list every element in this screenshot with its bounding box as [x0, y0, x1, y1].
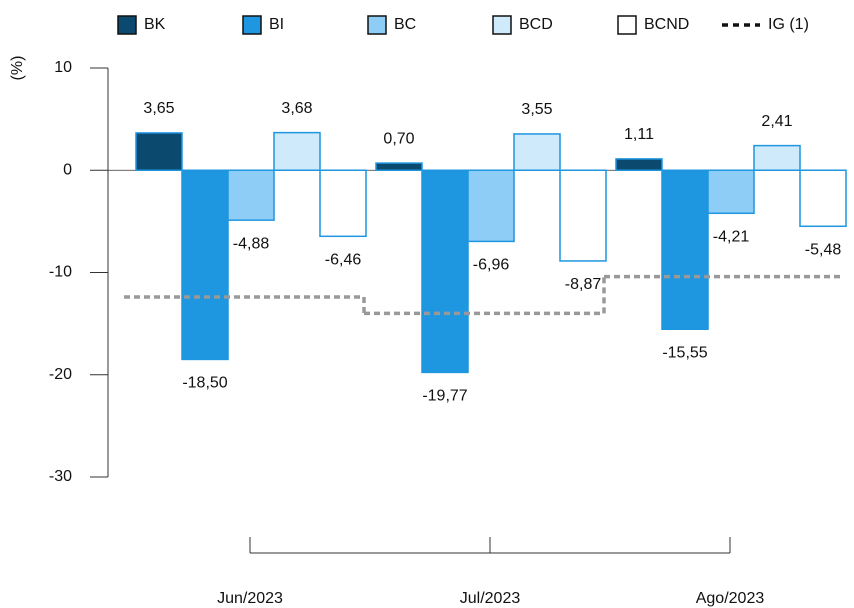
- value-label: -6,96: [473, 257, 510, 274]
- legend-label: BK: [144, 16, 166, 33]
- bar: [135, 132, 183, 172]
- bar: [615, 158, 663, 172]
- value-label: -19,77: [422, 388, 467, 405]
- x-tick-label: Ago/2023: [696, 590, 765, 607]
- value-label: -4,88: [233, 235, 270, 252]
- bar: [319, 169, 367, 238]
- legend-label: BC: [394, 16, 416, 33]
- value-label: 1,11: [624, 126, 654, 143]
- legend-swatch: [492, 15, 512, 35]
- legend-label: IG (1): [768, 16, 809, 33]
- y-tick-label: 0: [63, 161, 72, 178]
- value-label: 3,55: [521, 101, 552, 118]
- y-tick-label: 10: [54, 59, 72, 76]
- y-tick-label: -20: [49, 366, 72, 383]
- value-label: -15,55: [662, 344, 707, 361]
- bar: [661, 169, 709, 330]
- bar: [421, 169, 469, 374]
- bar: [467, 169, 515, 243]
- legend-swatch: [117, 15, 137, 35]
- x-tick-label: Jul/2023: [460, 590, 521, 607]
- bar: [707, 169, 755, 215]
- legend-swatch: [617, 15, 637, 35]
- value-label: 3,65: [143, 100, 174, 117]
- bar: [513, 133, 561, 171]
- legend-swatch: [367, 15, 387, 35]
- bar: [559, 169, 607, 262]
- value-label: -18,50: [182, 375, 227, 392]
- bar: [753, 144, 801, 172]
- bar: [227, 169, 275, 221]
- value-label: 2,41: [761, 113, 792, 130]
- legend-swatch: [242, 15, 262, 35]
- legend-label: BCND: [644, 16, 689, 33]
- value-label: 3,68: [281, 100, 312, 117]
- value-label: 0,70: [383, 130, 414, 147]
- value-label: -6,46: [325, 252, 362, 269]
- bar: [799, 169, 847, 228]
- y-tick-label: -10: [49, 264, 72, 281]
- y-tick-label: -30: [49, 468, 72, 485]
- value-label: -5,48: [805, 242, 842, 259]
- y-axis-label: (%): [9, 56, 26, 81]
- x-tick-label: Jun/2023: [217, 590, 283, 607]
- value-label: -8,87: [565, 276, 602, 293]
- value-label: -4,21: [713, 229, 750, 246]
- legend-label: BCD: [519, 16, 553, 33]
- bar: [181, 169, 229, 361]
- bar: [273, 131, 321, 171]
- bar: [375, 162, 423, 171]
- legend-label: BI: [269, 16, 284, 33]
